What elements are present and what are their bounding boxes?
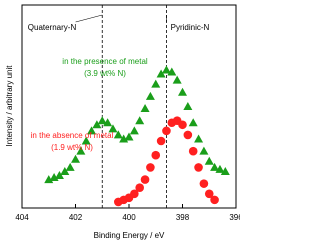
point (119, 134, 129, 143)
point (178, 87, 187, 96)
leader-line (75, 14, 103, 23)
point (220, 166, 230, 175)
point (183, 130, 193, 140)
point (156, 136, 166, 146)
point (204, 156, 214, 165)
point (124, 132, 134, 141)
point (188, 118, 198, 127)
point (146, 163, 155, 172)
annotation: Quaternary-N (28, 23, 77, 32)
chart: Binding Energy / eV Intensity / arbitrar… (5, 4, 240, 240)
point (135, 116, 145, 125)
point (199, 179, 209, 188)
point (188, 146, 198, 156)
point (210, 162, 220, 171)
point (140, 175, 150, 184)
point (81, 136, 91, 145)
point (151, 150, 161, 160)
point (60, 166, 70, 175)
point (178, 120, 187, 130)
series-detail: (1.9 wt% N) (51, 143, 93, 152)
point (135, 183, 144, 192)
point (145, 91, 155, 100)
x-tick-label: 404 (15, 213, 29, 222)
x-tick-label: 398 (176, 213, 190, 222)
point (204, 189, 214, 199)
x-axis-label: Binding Energy / eV (94, 231, 165, 240)
point (172, 75, 182, 84)
point (108, 124, 118, 133)
annotation: Pyridinic-N (171, 23, 210, 32)
series-label: in the absence of metal (31, 131, 114, 140)
point (199, 146, 209, 155)
point (113, 130, 123, 139)
point (151, 79, 161, 88)
series-label: in the presence of metal (62, 57, 148, 66)
point (92, 120, 102, 129)
point (129, 126, 139, 135)
point (194, 134, 204, 143)
point (49, 173, 59, 182)
x-tick-label: 400 (122, 213, 136, 222)
point (103, 118, 113, 127)
point (44, 175, 54, 184)
point (183, 102, 193, 110)
point (167, 67, 177, 76)
point (156, 69, 166, 78)
series-detail: (3.9 wt% N) (84, 69, 126, 78)
point (210, 195, 219, 205)
point (215, 164, 225, 173)
point (130, 189, 139, 199)
x-tick-label: 396 (229, 213, 240, 222)
point (161, 65, 171, 74)
point (71, 154, 80, 163)
point (97, 116, 107, 125)
y-axis-label: Intensity / arbitrary unit (5, 65, 14, 147)
x-tick-label: 402 (69, 213, 83, 222)
point (162, 126, 171, 136)
point (87, 126, 97, 135)
point (194, 163, 203, 172)
point (54, 171, 64, 180)
point (65, 162, 75, 171)
point (140, 104, 150, 113)
point (76, 146, 86, 155)
